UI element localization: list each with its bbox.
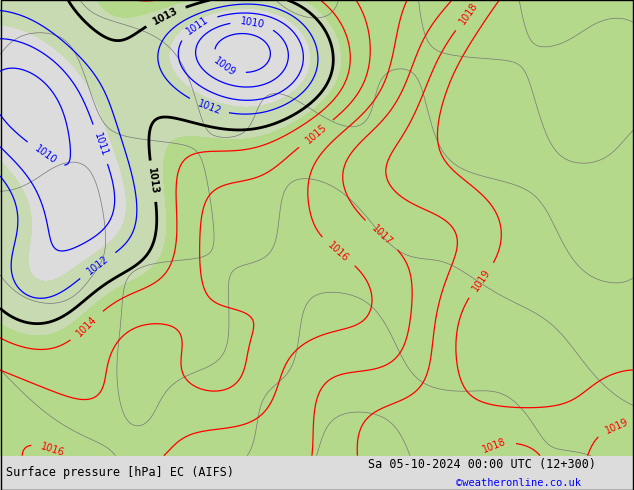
- Text: 1012: 1012: [197, 98, 223, 117]
- Text: 1012: 1012: [85, 254, 110, 277]
- Text: 1013: 1013: [151, 5, 179, 26]
- Text: 1016: 1016: [40, 441, 66, 458]
- Text: 1019: 1019: [604, 416, 630, 436]
- Text: 1010: 1010: [32, 144, 58, 166]
- Text: 1016: 1016: [326, 240, 351, 264]
- Text: 1011: 1011: [92, 131, 109, 157]
- Text: 1014: 1014: [75, 314, 99, 338]
- Text: 1010: 1010: [240, 16, 266, 30]
- Text: 1009: 1009: [212, 55, 238, 78]
- Text: Surface pressure [hPa] EC (AIFS): Surface pressure [hPa] EC (AIFS): [6, 466, 235, 479]
- Text: 1011: 1011: [184, 15, 210, 37]
- Text: 1015: 1015: [303, 122, 328, 146]
- Text: 1019: 1019: [470, 268, 493, 294]
- Text: 1017: 1017: [370, 223, 394, 247]
- Text: ©weatheronline.co.uk: ©weatheronline.co.uk: [456, 478, 581, 488]
- Text: 1013: 1013: [146, 167, 160, 195]
- Text: 1018: 1018: [457, 0, 480, 26]
- Text: Sa 05-10-2024 00:00 UTC (12+300): Sa 05-10-2024 00:00 UTC (12+300): [368, 458, 596, 471]
- Text: 1018: 1018: [481, 437, 507, 455]
